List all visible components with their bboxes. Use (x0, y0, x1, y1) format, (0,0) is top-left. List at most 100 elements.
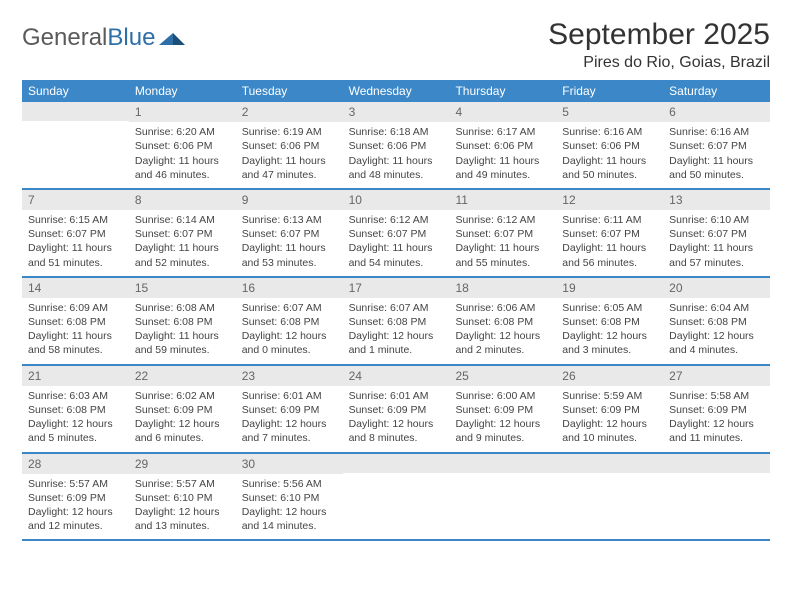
daylight-text: Daylight: 11 hours and 53 minutes. (242, 241, 337, 269)
day-body: Sunrise: 6:00 AMSunset: 6:09 PMDaylight:… (449, 386, 556, 452)
day-number: 13 (663, 190, 770, 210)
day-number: 9 (236, 190, 343, 210)
day-number: 27 (663, 366, 770, 386)
daylight-text: Daylight: 12 hours and 9 minutes. (455, 417, 550, 445)
daylight-text: Daylight: 12 hours and 14 minutes. (242, 505, 337, 533)
day-number (22, 102, 129, 121)
sunrise-text: Sunrise: 6:17 AM (455, 125, 550, 139)
sunrise-text: Sunrise: 6:18 AM (349, 125, 444, 139)
day-number (556, 454, 663, 473)
day-number: 19 (556, 278, 663, 298)
day-number: 2 (236, 102, 343, 122)
day-number: 11 (449, 190, 556, 210)
day-body: Sunrise: 6:03 AMSunset: 6:08 PMDaylight:… (22, 386, 129, 452)
sunrise-text: Sunrise: 6:01 AM (242, 389, 337, 403)
sunset-text: Sunset: 6:07 PM (28, 227, 123, 241)
sunset-text: Sunset: 6:08 PM (242, 315, 337, 329)
daylight-text: Daylight: 11 hours and 54 minutes. (349, 241, 444, 269)
day-cell: 15Sunrise: 6:08 AMSunset: 6:08 PMDayligh… (129, 278, 236, 364)
sunrise-text: Sunrise: 6:13 AM (242, 213, 337, 227)
sunset-text: Sunset: 6:07 PM (562, 227, 657, 241)
day-cell: 4Sunrise: 6:17 AMSunset: 6:06 PMDaylight… (449, 102, 556, 188)
day-number: 18 (449, 278, 556, 298)
day-body: Sunrise: 6:15 AMSunset: 6:07 PMDaylight:… (22, 210, 129, 276)
title-block: September 2025 Pires do Rio, Goias, Braz… (548, 18, 770, 72)
day-cell: 10Sunrise: 6:12 AMSunset: 6:07 PMDayligh… (343, 190, 450, 276)
day-body: Sunrise: 6:09 AMSunset: 6:08 PMDaylight:… (22, 298, 129, 364)
day-cell (663, 454, 770, 540)
sunset-text: Sunset: 6:10 PM (242, 491, 337, 505)
day-number (663, 454, 770, 473)
day-body: Sunrise: 5:57 AMSunset: 6:09 PMDaylight:… (22, 474, 129, 540)
sunset-text: Sunset: 6:08 PM (135, 315, 230, 329)
day-number: 29 (129, 454, 236, 474)
day-body: Sunrise: 6:11 AMSunset: 6:07 PMDaylight:… (556, 210, 663, 276)
daylight-text: Daylight: 12 hours and 5 minutes. (28, 417, 123, 445)
day-cell: 12Sunrise: 6:11 AMSunset: 6:07 PMDayligh… (556, 190, 663, 276)
daylight-text: Daylight: 11 hours and 58 minutes. (28, 329, 123, 357)
daylight-text: Daylight: 12 hours and 8 minutes. (349, 417, 444, 445)
day-cell: 29Sunrise: 5:57 AMSunset: 6:10 PMDayligh… (129, 454, 236, 540)
day-body: Sunrise: 6:07 AMSunset: 6:08 PMDaylight:… (236, 298, 343, 364)
sunset-text: Sunset: 6:09 PM (455, 403, 550, 417)
sunset-text: Sunset: 6:09 PM (135, 403, 230, 417)
day-body: Sunrise: 6:16 AMSunset: 6:06 PMDaylight:… (556, 122, 663, 188)
daylight-text: Daylight: 12 hours and 11 minutes. (669, 417, 764, 445)
day-cell: 26Sunrise: 5:59 AMSunset: 6:09 PMDayligh… (556, 366, 663, 452)
daylight-text: Daylight: 11 hours and 52 minutes. (135, 241, 230, 269)
day-body: Sunrise: 6:10 AMSunset: 6:07 PMDaylight:… (663, 210, 770, 276)
day-cell (556, 454, 663, 540)
daylight-text: Daylight: 12 hours and 2 minutes. (455, 329, 550, 357)
logo-text-blue: Blue (107, 24, 155, 52)
day-body: Sunrise: 5:58 AMSunset: 6:09 PMDaylight:… (663, 386, 770, 452)
sunrise-text: Sunrise: 5:58 AM (669, 389, 764, 403)
week-row: 14Sunrise: 6:09 AMSunset: 6:08 PMDayligh… (22, 278, 770, 366)
sunrise-text: Sunrise: 6:07 AM (349, 301, 444, 315)
daylight-text: Daylight: 12 hours and 12 minutes. (28, 505, 123, 533)
daylight-text: Daylight: 12 hours and 13 minutes. (135, 505, 230, 533)
day-cell: 1Sunrise: 6:20 AMSunset: 6:06 PMDaylight… (129, 102, 236, 188)
sunrise-text: Sunrise: 6:08 AM (135, 301, 230, 315)
sunset-text: Sunset: 6:06 PM (135, 139, 230, 153)
calendar: SundayMondayTuesdayWednesdayThursdayFrid… (22, 80, 770, 541)
daylight-text: Daylight: 11 hours and 49 minutes. (455, 154, 550, 182)
day-body: Sunrise: 6:01 AMSunset: 6:09 PMDaylight:… (236, 386, 343, 452)
weekday-cell: Monday (129, 80, 236, 102)
day-cell: 28Sunrise: 5:57 AMSunset: 6:09 PMDayligh… (22, 454, 129, 540)
sunrise-text: Sunrise: 6:11 AM (562, 213, 657, 227)
day-number: 21 (22, 366, 129, 386)
daylight-text: Daylight: 11 hours and 51 minutes. (28, 241, 123, 269)
sunset-text: Sunset: 6:10 PM (135, 491, 230, 505)
day-body: Sunrise: 6:07 AMSunset: 6:08 PMDaylight:… (343, 298, 450, 364)
daylight-text: Daylight: 11 hours and 57 minutes. (669, 241, 764, 269)
sunrise-text: Sunrise: 6:00 AM (455, 389, 550, 403)
day-number: 28 (22, 454, 129, 474)
weeks-container: 1Sunrise: 6:20 AMSunset: 6:06 PMDaylight… (22, 102, 770, 541)
sunrise-text: Sunrise: 6:09 AM (28, 301, 123, 315)
daylight-text: Daylight: 12 hours and 6 minutes. (135, 417, 230, 445)
daylight-text: Daylight: 12 hours and 10 minutes. (562, 417, 657, 445)
sunset-text: Sunset: 6:08 PM (28, 403, 123, 417)
day-cell: 23Sunrise: 6:01 AMSunset: 6:09 PMDayligh… (236, 366, 343, 452)
sunset-text: Sunset: 6:09 PM (28, 491, 123, 505)
day-body: Sunrise: 6:06 AMSunset: 6:08 PMDaylight:… (449, 298, 556, 364)
logo-mark-icon (159, 24, 185, 52)
sunset-text: Sunset: 6:06 PM (349, 139, 444, 153)
day-number: 1 (129, 102, 236, 122)
sunset-text: Sunset: 6:07 PM (242, 227, 337, 241)
daylight-text: Daylight: 11 hours and 55 minutes. (455, 241, 550, 269)
day-body: Sunrise: 5:56 AMSunset: 6:10 PMDaylight:… (236, 474, 343, 540)
day-body: Sunrise: 6:02 AMSunset: 6:09 PMDaylight:… (129, 386, 236, 452)
day-cell: 17Sunrise: 6:07 AMSunset: 6:08 PMDayligh… (343, 278, 450, 364)
sunrise-text: Sunrise: 6:12 AM (455, 213, 550, 227)
day-number: 17 (343, 278, 450, 298)
day-cell: 20Sunrise: 6:04 AMSunset: 6:08 PMDayligh… (663, 278, 770, 364)
day-body: Sunrise: 6:12 AMSunset: 6:07 PMDaylight:… (343, 210, 450, 276)
month-title: September 2025 (548, 18, 770, 52)
logo: GeneralBlue (22, 24, 185, 52)
logo-text-general: General (22, 24, 107, 52)
day-cell: 19Sunrise: 6:05 AMSunset: 6:08 PMDayligh… (556, 278, 663, 364)
sunrise-text: Sunrise: 6:15 AM (28, 213, 123, 227)
sunset-text: Sunset: 6:08 PM (562, 315, 657, 329)
day-number: 7 (22, 190, 129, 210)
